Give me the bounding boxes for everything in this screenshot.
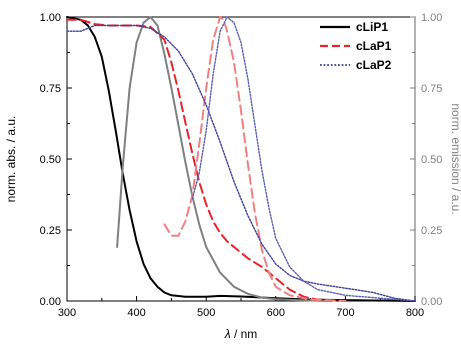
- x-axis-unit: / nm: [231, 327, 258, 341]
- legend-label-clap2: cLaP2: [356, 58, 392, 72]
- legend-label-clip1: cLiP1: [356, 20, 388, 34]
- y-tick-label: 0.50: [40, 154, 61, 166]
- x-tick-label: 800: [406, 307, 424, 319]
- series-clip1-absorption: [66, 16, 416, 302]
- x-axis-title: λ / nm: [224, 327, 258, 341]
- series-clip1-emission: [116, 16, 333, 302]
- x-tick-label: 700: [336, 307, 354, 319]
- right-tick-label: 0.50: [421, 154, 442, 166]
- right-tick-label: 0.25: [421, 225, 442, 237]
- legend-label-clap1: cLaP1: [356, 39, 392, 53]
- right-tick-label: 1.00: [421, 12, 442, 24]
- right-tick-label: 0.75: [421, 83, 442, 95]
- series-clap2-emission: [191, 16, 416, 302]
- left-axis-title: norm. abs. / a.u.: [4, 116, 18, 203]
- series-layer: [66, 16, 416, 302]
- x-tick-label: 600: [267, 307, 285, 319]
- x-tick-label: 300: [58, 307, 76, 319]
- series-clap1-absorption: [66, 18, 347, 302]
- right-axis-title: norm. emission / a.u.: [449, 103, 461, 214]
- y-tick-label: 0.25: [40, 225, 61, 237]
- left-axis-ticks: 0.00 0.25 0.50 0.75 1.00: [40, 12, 72, 308]
- x-tick-label: 400: [127, 307, 145, 319]
- x-axis-symbol: λ: [224, 327, 231, 341]
- y-tick-label: 0.75: [40, 83, 61, 95]
- y-tick-label: 0.00: [40, 296, 61, 308]
- right-tick-label: 0.00: [421, 296, 442, 308]
- right-axis: 0.00 0.25 0.50 0.75 1.00: [410, 12, 442, 308]
- y-tick-label: 1.00: [40, 12, 61, 24]
- series-clap1-emission: [163, 16, 347, 302]
- series-clap2-absorption: [66, 24, 416, 302]
- legend: cLiP1 cLaP1 cLaP2: [320, 20, 392, 72]
- x-tick-label: 500: [197, 307, 215, 319]
